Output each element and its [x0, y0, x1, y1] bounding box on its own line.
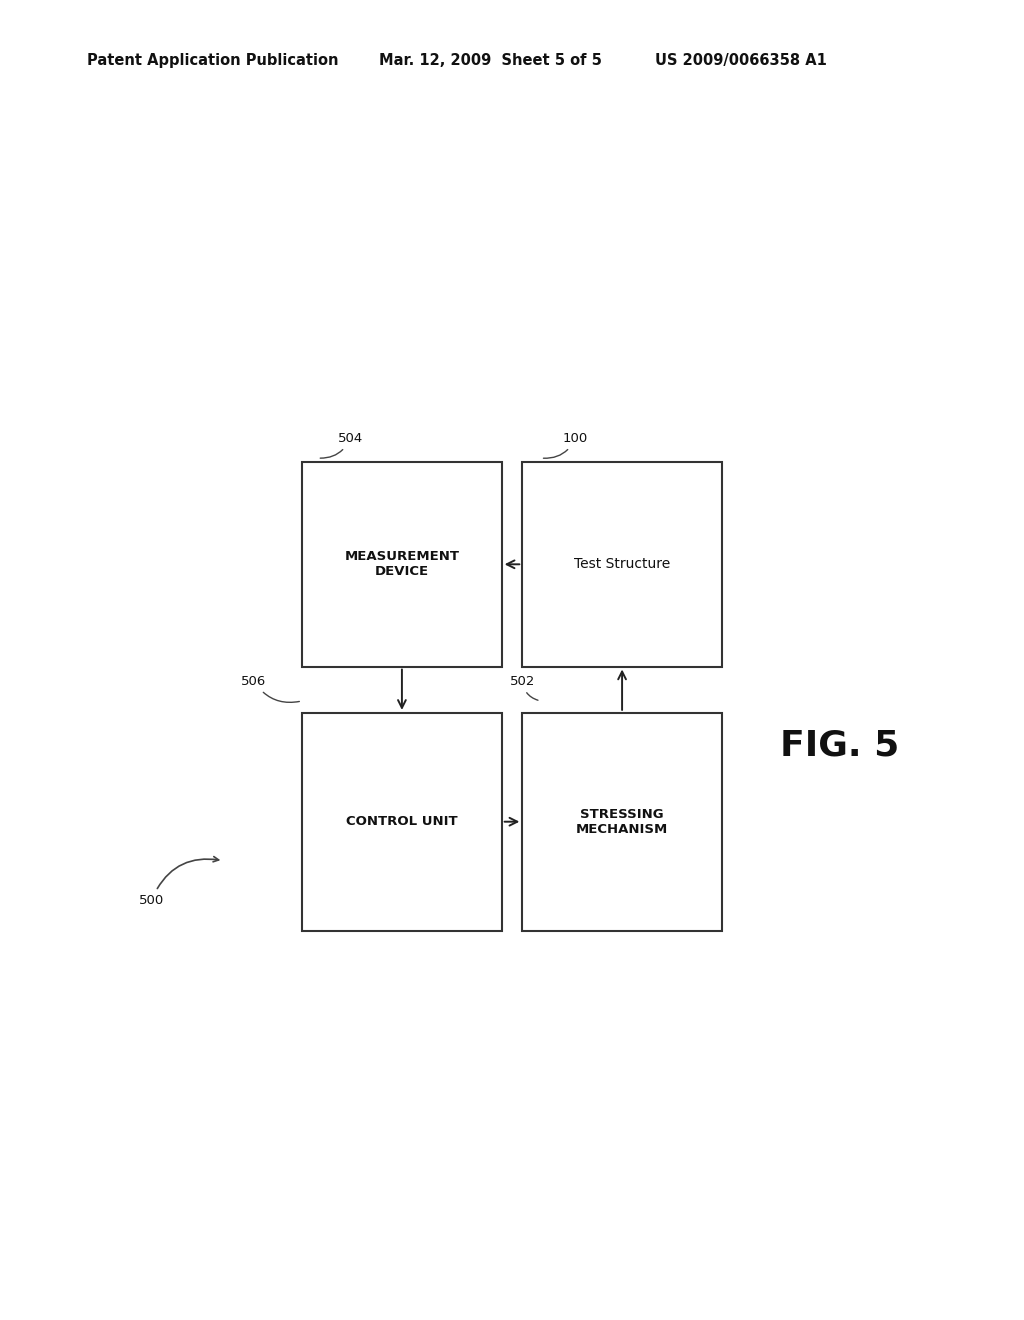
Text: CONTROL UNIT: CONTROL UNIT — [346, 816, 458, 828]
Text: Patent Application Publication: Patent Application Publication — [87, 53, 339, 67]
Text: 504: 504 — [321, 432, 362, 458]
Text: 500: 500 — [139, 857, 219, 907]
Text: 506: 506 — [242, 675, 299, 702]
Bar — [302, 462, 502, 667]
Text: 100: 100 — [544, 432, 588, 458]
Text: Mar. 12, 2009  Sheet 5 of 5: Mar. 12, 2009 Sheet 5 of 5 — [379, 53, 602, 67]
Bar — [522, 713, 722, 931]
Text: MEASUREMENT
DEVICE: MEASUREMENT DEVICE — [344, 550, 460, 578]
Bar — [302, 713, 502, 931]
Text: US 2009/0066358 A1: US 2009/0066358 A1 — [655, 53, 827, 67]
Text: Test Structure: Test Structure — [574, 557, 670, 572]
Text: FIG. 5: FIG. 5 — [780, 729, 899, 763]
Text: 502: 502 — [510, 675, 538, 700]
Bar — [522, 462, 722, 667]
Text: STRESSING
MECHANISM: STRESSING MECHANISM — [575, 808, 669, 836]
